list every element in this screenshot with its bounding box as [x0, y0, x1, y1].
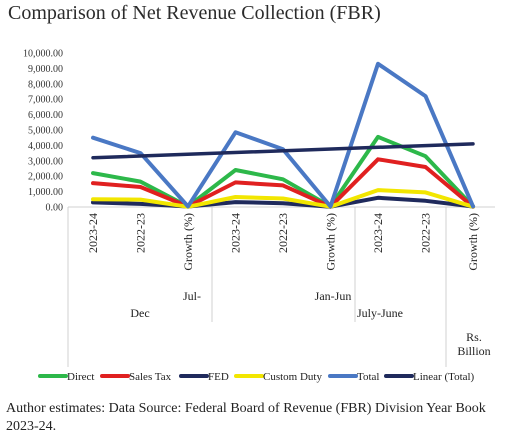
legend-label: Sales Tax [129, 371, 172, 383]
trendline-linear-total [91, 142, 475, 160]
y-tick-label: 8,000.00 [28, 79, 63, 90]
x-tick-label: 2022-23 [276, 213, 290, 253]
y-tick-label: 3,000.00 [28, 156, 63, 167]
x-tick-label: 2023-24 [229, 213, 243, 253]
series-line-sales-tax [91, 157, 475, 209]
y-axis: 0.00 1,000.00 2,000.00 3,000.00 4,000.00 5,00… [23, 49, 63, 214]
y-tick-label: 6,000.00 [28, 110, 63, 121]
series-line-direct [91, 134, 475, 209]
y-tick-label: 1,000.00 [28, 187, 63, 198]
chart-title: Comparison of Net Revenue Collection (FB… [8, 2, 381, 24]
y-tick-label: 4,000.00 [28, 141, 63, 152]
legend-label: Total [357, 371, 379, 383]
y-tick-label: 5,000.00 [28, 126, 63, 137]
y-tick-label: 10,000.00 [23, 49, 63, 60]
y-tick-label: 7,000.00 [28, 95, 63, 106]
source-note: Author estimates: Data Source: Federal B… [6, 401, 486, 434]
x-tick-label: Growth (%) [466, 213, 480, 271]
x-tick-label: 2023-24 [371, 213, 385, 253]
group-label: Jan-Jun [315, 289, 352, 303]
y-tick-label: 0.00 [46, 203, 64, 214]
legend-label: Direct [67, 371, 94, 383]
group-labels: Dec Jul- Jan-Jun July-June Rs. Billion [67, 206, 495, 367]
x-axis-labels: 2023-24 2022-23 Growth (%) 2023-24 2022-23 Gr… [86, 213, 480, 271]
legend-label: Linear (Total) [413, 371, 475, 383]
unit-label: Rs. Billion [457, 330, 490, 358]
trendline [91, 142, 475, 160]
y-tick-label: 9,000.00 [28, 64, 63, 75]
x-tick-label: 2022-23 [419, 213, 433, 253]
legend-label: FED [208, 371, 229, 383]
legend-label: Custom Duty [263, 371, 322, 383]
series-lines [91, 61, 475, 209]
group-label-upper: Jul- [183, 289, 201, 303]
series-line-fed [91, 195, 475, 209]
x-tick-label: 2023-24 [86, 213, 100, 253]
group-label: July-June [357, 306, 403, 320]
chart: 0.00 1,000.00 2,000.00 3,000.00 4,000.00 5,00… [23, 49, 495, 383]
series-line-custom-duty [91, 188, 475, 209]
x-tick-label: 2022-23 [134, 213, 148, 253]
group-label: Dec [130, 306, 149, 320]
x-tick-label: Growth (%) [181, 213, 195, 271]
legend: Direct Sales Tax FED Custom Duty Total Linear… [38, 371, 475, 383]
x-tick-label: Growth (%) [324, 213, 338, 271]
y-tick-label: 2,000.00 [28, 172, 63, 183]
